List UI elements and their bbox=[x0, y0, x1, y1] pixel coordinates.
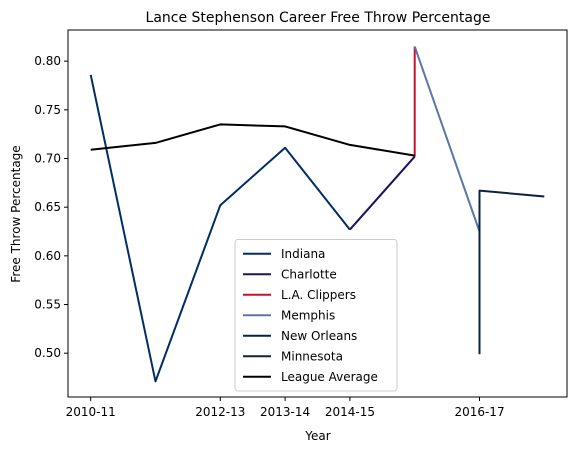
series-line-4 bbox=[478, 189, 545, 232]
legend-label-5: Minnesota bbox=[281, 349, 343, 363]
y-tick-label-0: 0.50 bbox=[34, 346, 61, 360]
y-tick-label-4: 0.70 bbox=[34, 151, 61, 165]
legend-label-0: Indiana bbox=[281, 247, 325, 261]
y-tick-label-6: 0.80 bbox=[34, 54, 61, 68]
legend-label-2: L.A. Clippers bbox=[281, 288, 356, 302]
y-tick-label-3: 0.65 bbox=[34, 200, 61, 214]
chart-title: Lance Stephenson Career Free Throw Perce… bbox=[146, 10, 491, 26]
plot-frame bbox=[67, 29, 568, 398]
plot-lines bbox=[89, 46, 545, 383]
x-axis-label: Year bbox=[304, 429, 330, 443]
legend-label-6: League Average bbox=[281, 370, 378, 384]
legend-frame bbox=[234, 239, 398, 392]
series-line-6 bbox=[90, 123, 415, 157]
series-line-3 bbox=[413, 46, 481, 232]
y-tick-label-5: 0.75 bbox=[34, 103, 61, 117]
legend-label-3: Memphis bbox=[281, 308, 335, 322]
x-tick-label-1: 2012-13 bbox=[195, 405, 245, 419]
y-axis-ticks: 0.50 0.55 0.60 0.65 0.70 0.75 0.80 bbox=[34, 54, 68, 360]
x-tick-label-4: 2016-17 bbox=[454, 405, 504, 419]
x-tick-label-0: 2010-11 bbox=[66, 405, 116, 419]
x-axis-ticks: 2010-11 2012-13 2013-14 2014-15 2016-17 bbox=[66, 397, 505, 419]
legend-label-4: New Orleans bbox=[281, 329, 357, 343]
y-axis-label: Free Throw Percentage bbox=[9, 145, 23, 282]
series-line-1 bbox=[349, 155, 416, 231]
x-tick-label-2: 2013-14 bbox=[260, 405, 310, 419]
y-tick-label-2: 0.60 bbox=[34, 249, 61, 263]
legend: Indiana Charlotte L.A. Clippers Memphis New … bbox=[234, 239, 398, 392]
legend-label-1: Charlotte bbox=[281, 267, 337, 281]
series-line-0 bbox=[89, 74, 351, 383]
y-tick-label-1: 0.55 bbox=[34, 298, 61, 312]
x-tick-label-3: 2014-15 bbox=[325, 405, 375, 419]
